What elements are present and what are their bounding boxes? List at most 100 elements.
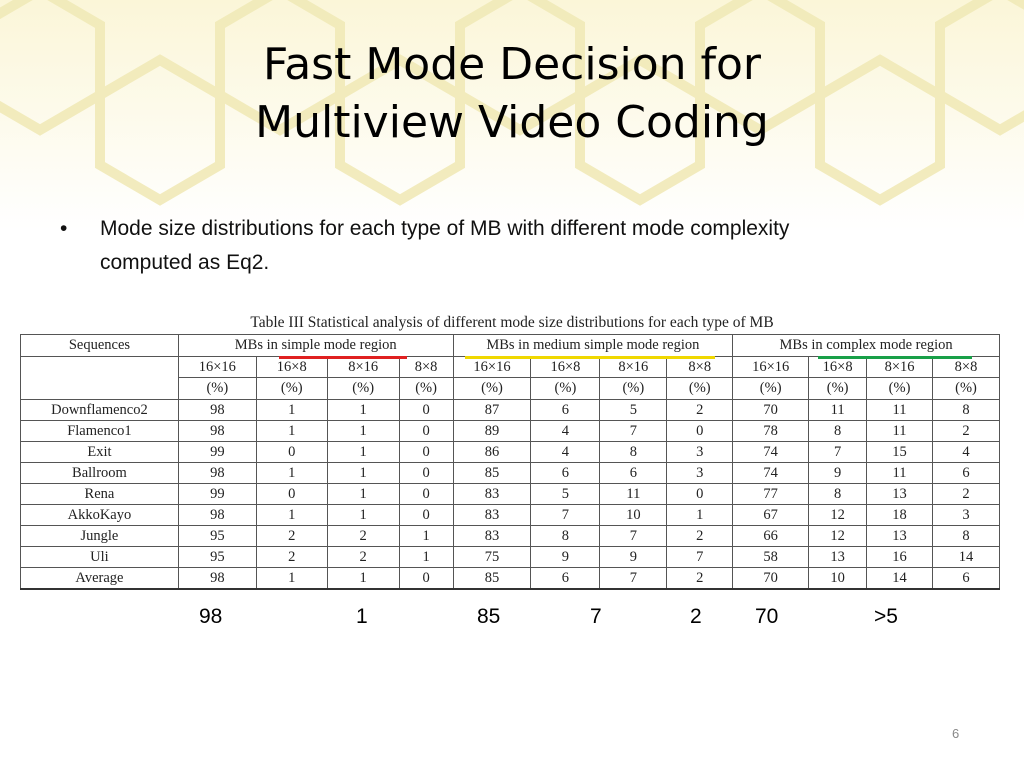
value-cell: 4: [932, 441, 1000, 463]
value-cell: 0: [255, 441, 328, 463]
table-caption: Table III Statistical analysis of differ…: [250, 314, 774, 331]
percent-label: (%): [732, 377, 810, 400]
value-cell: 2: [255, 525, 328, 547]
table-row: Downflamenco2 98 1 1 0 87 6 5 2 70 11 11 8: [20, 399, 1000, 421]
unit-header: 8×16: [326, 356, 400, 378]
sequence-name-cell: Average: [20, 567, 179, 590]
sequence-name-cell: Downflamenco2: [20, 399, 179, 421]
title-line-1: Fast Mode Decision for: [262, 39, 762, 90]
empty-header-cell: [20, 356, 179, 400]
value-cell: 14: [932, 546, 1000, 568]
value-cell: 99: [177, 483, 257, 505]
value-cell: 6: [932, 462, 1000, 484]
sequence-name-cell: AkkoKayo: [20, 504, 179, 526]
value-cell: 6: [530, 399, 601, 421]
value-cell: 83: [452, 483, 532, 505]
value-cell: 7: [599, 567, 668, 590]
value-cell: 7: [666, 546, 734, 568]
percent-label: (%): [932, 377, 1000, 400]
value-cell: 12: [808, 504, 868, 526]
value-cell: 2: [666, 567, 734, 590]
value-cell: 11: [866, 399, 933, 421]
summary-value: 70: [755, 605, 779, 628]
unit-header: 8×16: [866, 356, 933, 378]
table-group-header-row: Sequences MBs in simple mode region MBs …: [20, 334, 1000, 357]
value-cell: 8: [932, 399, 1000, 421]
sequence-name-cell: Ballroom: [20, 462, 179, 484]
value-cell: 99: [177, 441, 257, 463]
percent-label: (%): [452, 377, 532, 400]
table-row: Jungle 95 2 2 1 83 8 7 2 66 12 13 8: [20, 525, 1000, 547]
value-cell: 11: [808, 399, 868, 421]
value-cell: 6: [530, 567, 601, 590]
value-cell: 1: [255, 420, 328, 442]
value-cell: 0: [255, 483, 328, 505]
table-row: Rena 99 0 1 0 83 5 11 0 77 8 13 2: [20, 483, 1000, 505]
percent-label: (%): [866, 377, 933, 400]
value-cell: 77: [732, 483, 810, 505]
sequence-name-cell: Jungle: [20, 525, 179, 547]
value-cell: 98: [177, 504, 257, 526]
value-cell: 70: [732, 567, 810, 590]
value-cell: 6: [530, 462, 601, 484]
sequences-header: Sequences: [20, 334, 179, 357]
summary-value: 7: [590, 605, 602, 628]
value-cell: 5: [530, 483, 601, 505]
value-cell: 87: [452, 399, 532, 421]
value-cell: 98: [177, 420, 257, 442]
summary-value: 85: [477, 605, 501, 628]
value-cell: 2: [932, 420, 1000, 442]
value-cell: 58: [732, 546, 810, 568]
percent-label: (%): [177, 377, 257, 400]
value-cell: 8: [599, 441, 668, 463]
group-header-medium: MBs in medium simple mode region: [452, 334, 734, 357]
value-cell: 8: [808, 483, 868, 505]
value-cell: 16: [866, 546, 933, 568]
value-cell: 12: [808, 525, 868, 547]
value-cell: 98: [177, 462, 257, 484]
unit-header: 16×16: [177, 356, 257, 378]
value-cell: 7: [599, 420, 668, 442]
value-cell: 1: [255, 399, 328, 421]
value-cell: 1: [326, 567, 400, 590]
medium-region-underline: [465, 356, 715, 359]
value-cell: 2: [666, 525, 734, 547]
value-cell: 3: [666, 441, 734, 463]
slide-title: Fast Mode Decision for Multiview Video C…: [0, 36, 1024, 152]
sequence-name-cell: Flamenco1: [20, 420, 179, 442]
value-cell: 4: [530, 441, 601, 463]
value-cell: 74: [732, 462, 810, 484]
value-cell: 8: [808, 420, 868, 442]
sequence-name-cell: Uli: [20, 546, 179, 568]
value-cell: 66: [732, 525, 810, 547]
percent-label: (%): [326, 377, 400, 400]
value-cell: 13: [866, 525, 933, 547]
value-cell: 0: [398, 462, 454, 484]
statistics-table: Sequences MBs in simple mode region MBs …: [20, 334, 1000, 590]
title-line-2: Multiview Video Coding: [255, 97, 769, 148]
percent-label: (%): [666, 377, 734, 400]
value-cell: 0: [398, 420, 454, 442]
summary-value: 2: [690, 605, 702, 628]
value-cell: 3: [666, 462, 734, 484]
group-header-simple: MBs in simple mode region: [177, 334, 454, 357]
value-cell: 8: [932, 525, 1000, 547]
simple-region-underline: [279, 356, 407, 359]
value-cell: 0: [398, 441, 454, 463]
value-cell: 1: [255, 504, 328, 526]
value-cell: 14: [866, 567, 933, 590]
value-cell: 1: [326, 420, 400, 442]
honeycomb-background: [0, 0, 1024, 230]
value-cell: 1: [398, 546, 454, 568]
table-row: Average 98 1 1 0 85 6 7 2 70 10 14 6: [20, 567, 1000, 590]
value-cell: 2: [326, 546, 400, 568]
value-cell: 95: [177, 546, 257, 568]
value-cell: 5: [599, 399, 668, 421]
unit-header: 16×8: [808, 356, 868, 378]
value-cell: 2: [326, 525, 400, 547]
value-cell: 7: [599, 525, 668, 547]
percent-label: (%): [530, 377, 601, 400]
value-cell: 6: [599, 462, 668, 484]
percent-label: (%): [398, 377, 454, 400]
value-cell: 85: [452, 567, 532, 590]
